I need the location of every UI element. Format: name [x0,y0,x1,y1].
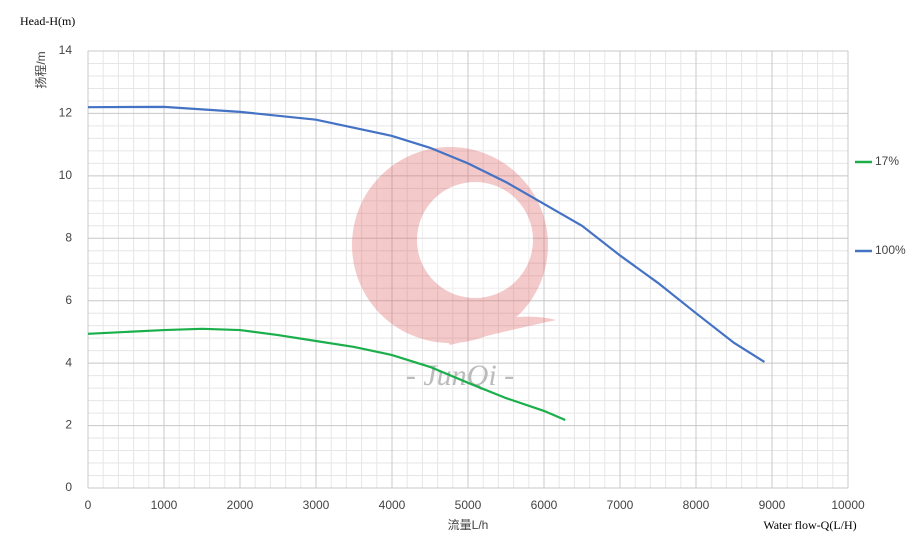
watermark-logo [352,147,556,345]
line-series [87,105,765,363]
x-tick-label: 2000 [227,498,254,512]
x-axis-title: Water flow-Q(L/H) [763,518,856,532]
y-tick-label: 8 [65,230,72,244]
x-tick-label: 9000 [759,498,786,512]
x-tick-label: 6000 [531,498,558,512]
grid [87,50,849,489]
y-axis-label: 扬程/m [33,51,48,88]
y-tick-label: 4 [65,355,72,369]
y-tick-label: 10 [59,168,73,182]
line-series [87,327,566,421]
y-tick-label: 6 [65,293,72,307]
x-axis-label: 流量L/h [448,518,489,532]
x-tick-label: 3000 [303,498,330,512]
legend-label: 17% [875,154,899,168]
x-tick-label: 8000 [683,498,710,512]
x-tick-label: 5000 [455,498,482,512]
x-tick-label: 1000 [151,498,178,512]
y-tick-label: 12 [59,106,73,120]
y-tick-label: 2 [65,418,72,432]
legend-label: 100% [875,243,906,257]
plot [87,105,765,421]
x-tick-label: 4000 [379,498,406,512]
x-tick-label: 10000 [831,498,865,512]
y-tick-label: 14 [59,43,73,57]
y-axis-title: Head-H(m) [20,14,75,28]
x-tick-label: 7000 [607,498,634,512]
y-tick-label: 0 [65,480,72,494]
x-tick-label: 0 [85,498,92,512]
